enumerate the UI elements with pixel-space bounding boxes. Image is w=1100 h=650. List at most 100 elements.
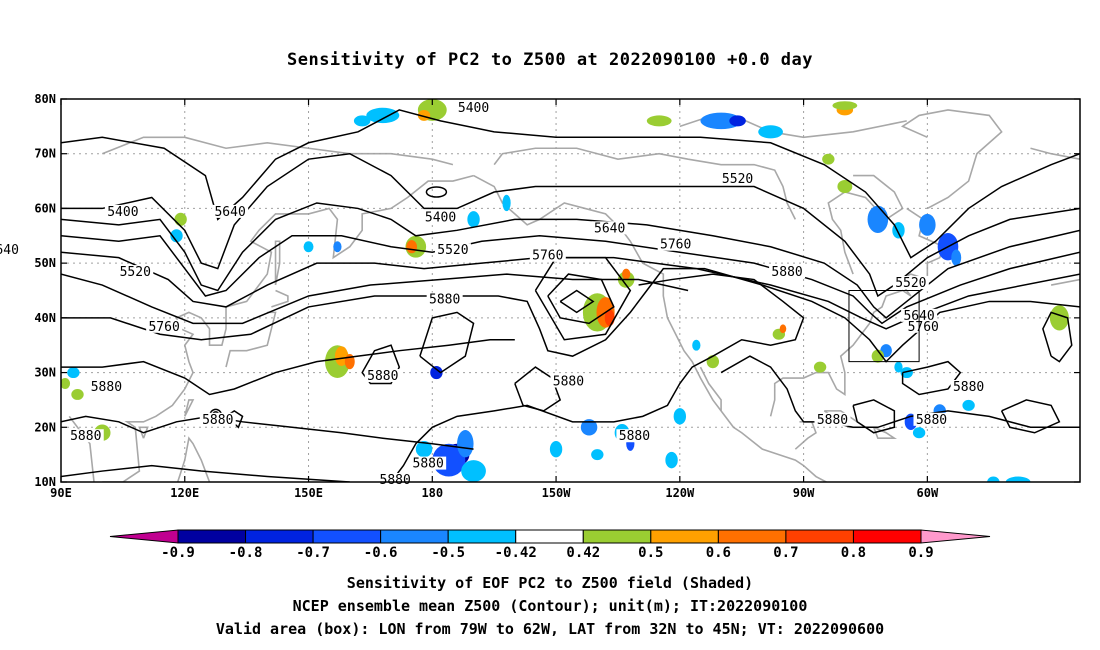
contour-label-bg xyxy=(892,276,929,290)
figure-title: Sensitivity of PC2 to Z500 at 2022090100… xyxy=(286,50,813,70)
colorbar-swatch xyxy=(717,529,787,544)
sensitivity-patch xyxy=(71,388,84,400)
contour-label: 5880 xyxy=(817,413,848,428)
sensitivity-patch xyxy=(591,449,604,461)
contour-label: 5520 xyxy=(722,172,753,187)
colorbar-low-extend xyxy=(109,529,179,544)
sensitivity-patch xyxy=(467,211,480,228)
coastline-segment xyxy=(699,366,722,411)
coastline-segment xyxy=(274,240,281,286)
sensitivity-patch xyxy=(692,339,701,351)
sensitivity-patch xyxy=(549,440,563,458)
contour-label: 5880 xyxy=(916,413,947,428)
contour-label-bg xyxy=(913,412,950,426)
coastline-segment xyxy=(68,415,95,482)
z500-contour-line xyxy=(559,289,595,314)
z500-contour-line xyxy=(61,109,1080,259)
coastline-segment xyxy=(176,436,211,482)
sensitivity-patch xyxy=(832,101,858,110)
contour-label-bg xyxy=(364,369,401,383)
contour-label-bg xyxy=(117,265,154,279)
contour-label-bg xyxy=(719,172,756,186)
sensitivity-patch xyxy=(673,408,687,425)
contour-label-bg xyxy=(104,204,141,218)
contour-label: 5400 xyxy=(107,205,138,220)
coastline-segment xyxy=(493,147,797,220)
caption-contour: NCEP ensemble mean Z500 (Contour); unit(… xyxy=(292,597,808,615)
sensitivity-patch xyxy=(700,112,742,130)
z500-contour-line xyxy=(61,273,689,325)
sensitivity-patch xyxy=(813,361,827,373)
caption-valid-area: Valid area (box): LON from 79W to 62W, L… xyxy=(215,620,885,638)
sensitivity-patch xyxy=(303,241,314,253)
contour-labels: 5400 5520 5400 5640 5400 5640 5640 5520 5760 5760… xyxy=(0,100,987,488)
z500-contour-line xyxy=(61,267,1080,363)
contour-label: 5760 xyxy=(660,238,691,253)
contour-label: 5400 xyxy=(425,210,456,225)
contour-label: 5640 xyxy=(0,243,19,258)
contour-label: 5760 xyxy=(908,320,939,335)
sensitivity-patch xyxy=(779,324,787,334)
contour-label: 5760 xyxy=(532,249,563,264)
sensitivity-patch xyxy=(1049,305,1069,331)
z500-contour-line xyxy=(61,234,1080,325)
lat-tick-label: 70N xyxy=(34,147,56,161)
lon-tick-label: 180 xyxy=(421,486,443,500)
z500-contour-line xyxy=(61,415,474,450)
sensitivity-patch xyxy=(665,451,678,469)
contour-label: 5880 xyxy=(553,375,584,390)
sensitivity-patch xyxy=(987,476,1000,482)
colorbar-label: 0.9 xyxy=(908,545,933,561)
contour-label-bg xyxy=(769,265,806,279)
sensitivity-patch xyxy=(962,399,975,411)
caption-shading: Sensitivity of EOF PC2 to Z500 field (Sh… xyxy=(346,574,754,592)
contour-label: 5520 xyxy=(437,243,468,258)
colorbar: -0.9 -0.8 -0.7 -0.6 -0.5 -0.42 0.42 0.5 0.6 0.7 0.… xyxy=(109,529,991,561)
contour-label: 5880 xyxy=(91,380,122,395)
colorbar-label: -0.42 xyxy=(495,545,537,561)
contour-label-bg xyxy=(67,429,104,443)
lat-tick-label: 20N xyxy=(34,420,56,434)
contour-label: 5400 xyxy=(458,101,489,116)
sensitivity-patch xyxy=(353,115,371,127)
sensitivity-patch xyxy=(502,194,511,212)
contour-label: 5520 xyxy=(895,276,926,291)
contour-label-bg xyxy=(814,412,851,426)
coastline-segment xyxy=(271,289,289,308)
contour-label: 5880 xyxy=(771,265,802,280)
sensitivity-patch xyxy=(646,115,672,127)
sensitivity-patch xyxy=(406,240,418,254)
coastline-segment xyxy=(225,311,277,368)
valid-area-box xyxy=(848,290,920,363)
sensitivity-patch xyxy=(333,241,342,253)
lon-tick-label: 150E xyxy=(294,486,323,500)
sensitivity-patch xyxy=(334,346,349,367)
colorbar-swatch xyxy=(582,529,652,544)
sensitivity-patch xyxy=(417,109,431,121)
contour-label: 5640 xyxy=(214,205,245,220)
lat-tick-label: 30N xyxy=(34,366,56,380)
colorbar-label: -0.6 xyxy=(364,545,398,561)
colorbar-high-extend xyxy=(920,529,991,544)
lon-tick-label: 120W xyxy=(665,486,695,500)
coastline-segment xyxy=(102,174,474,482)
contour-label: 5880 xyxy=(367,369,398,384)
sensitivity-patch xyxy=(758,125,783,139)
sensitivity-patch xyxy=(822,153,835,165)
z500-contour-line xyxy=(361,344,401,385)
colorbar-label: -0.7 xyxy=(296,545,330,561)
contour-label-bg xyxy=(591,221,628,235)
z500-contour-line xyxy=(61,152,1080,298)
sensitivity-patch xyxy=(912,427,926,439)
lon-tick-label: 120E xyxy=(170,486,199,500)
sensitivity-patch xyxy=(919,213,936,236)
sensitivity-patch xyxy=(1005,476,1031,482)
coastlines xyxy=(68,109,1080,482)
colorbar-swatch xyxy=(380,529,449,544)
z500-contour-line xyxy=(1000,399,1061,434)
sensitivity-patch xyxy=(430,366,443,380)
contour-label-bg xyxy=(0,243,22,257)
contour-label: 5880 xyxy=(619,429,650,444)
colorbar-swatch xyxy=(650,529,719,544)
